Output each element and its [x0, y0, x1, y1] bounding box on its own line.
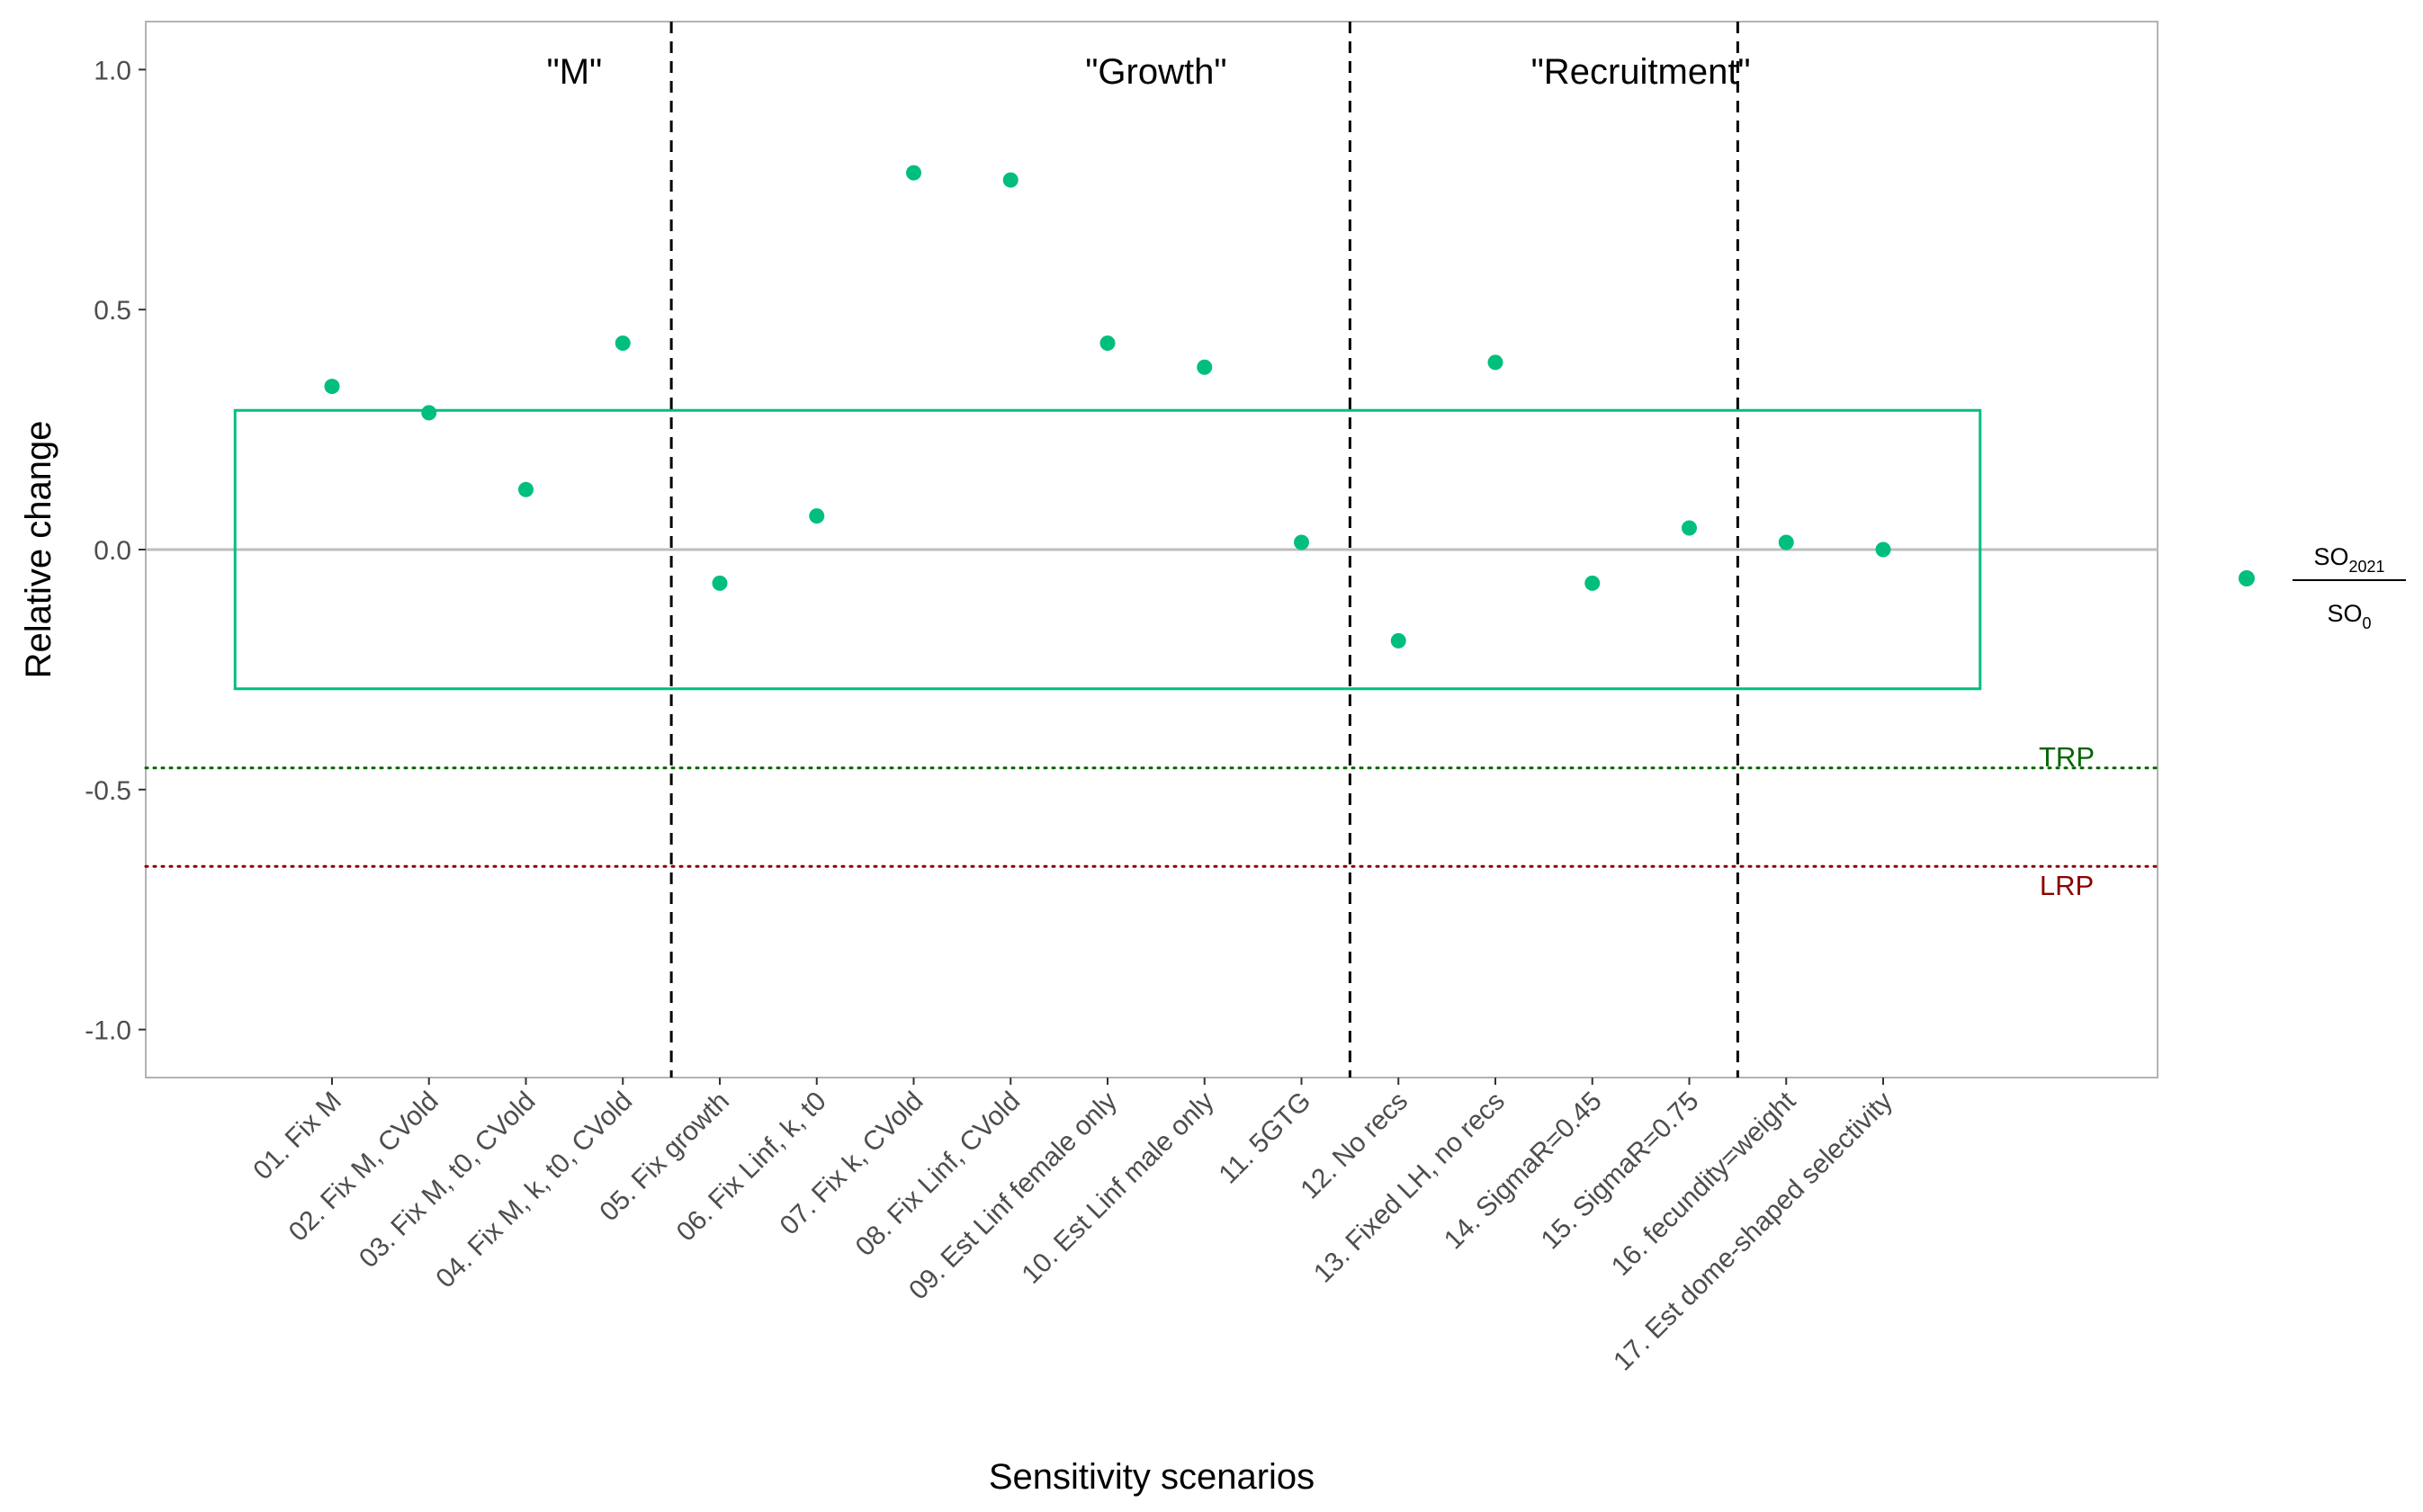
x-axis-title: Sensitivity scenarios — [989, 1457, 1315, 1497]
group-label-1: "M" — [547, 52, 603, 92]
y-axis-title: Relative change — [19, 421, 58, 679]
data-point-04 — [615, 336, 631, 352]
legend-denominator-base: SO — [2327, 600, 2362, 627]
data-point-14 — [1584, 575, 1601, 591]
data-point-11 — [1294, 534, 1309, 550]
y-tick-label: 1.0 — [94, 56, 131, 85]
data-point-09 — [1099, 336, 1116, 352]
legend-numerator: SO2021 — [2313, 543, 2384, 576]
y-tick-label: -0.5 — [85, 776, 131, 806]
data-point-12 — [1390, 632, 1406, 649]
legend-numerator-base: SO — [2313, 543, 2348, 570]
group-label-3: "Recruitment" — [1531, 52, 1751, 92]
data-point-17 — [1875, 541, 1891, 558]
y-tick-label: 0.0 — [94, 536, 131, 566]
y-tick-label: -1.0 — [85, 1016, 131, 1046]
data-point-01 — [324, 379, 340, 395]
data-point-02 — [421, 405, 437, 421]
reference-box — [233, 408, 1982, 691]
legend: SO2021 SO0 — [2239, 543, 2406, 632]
legend-numerator-subscript: 2021 — [2348, 558, 2384, 576]
reference-label-lrp: LRP — [2040, 870, 2094, 901]
data-point-15 — [1682, 520, 1697, 536]
legend-denominator-subscript: 0 — [2363, 614, 2372, 632]
legend-denominator: SO0 — [2327, 600, 2371, 632]
data-point-06 — [809, 508, 825, 524]
y-axis: -1.0 -0.5 0.0 0.5 1.0 — [85, 56, 146, 1046]
data-point-07 — [906, 165, 921, 181]
y-tick-label: 0.5 — [94, 296, 131, 326]
legend-key-point — [2239, 570, 2255, 586]
data-point-13 — [1487, 354, 1503, 371]
data-point-10 — [1197, 359, 1213, 375]
data-point-03 — [518, 481, 534, 497]
data-point-08 — [1002, 172, 1019, 188]
reference-label-trp: TRP — [2039, 741, 2095, 773]
data-point-05 — [712, 575, 728, 591]
data-point-16 — [1778, 534, 1794, 550]
group-label-2: "Growth" — [1085, 52, 1226, 92]
plot-area: TRP LRP "M" "Growth" "Recruitment" — [144, 21, 2159, 1078]
